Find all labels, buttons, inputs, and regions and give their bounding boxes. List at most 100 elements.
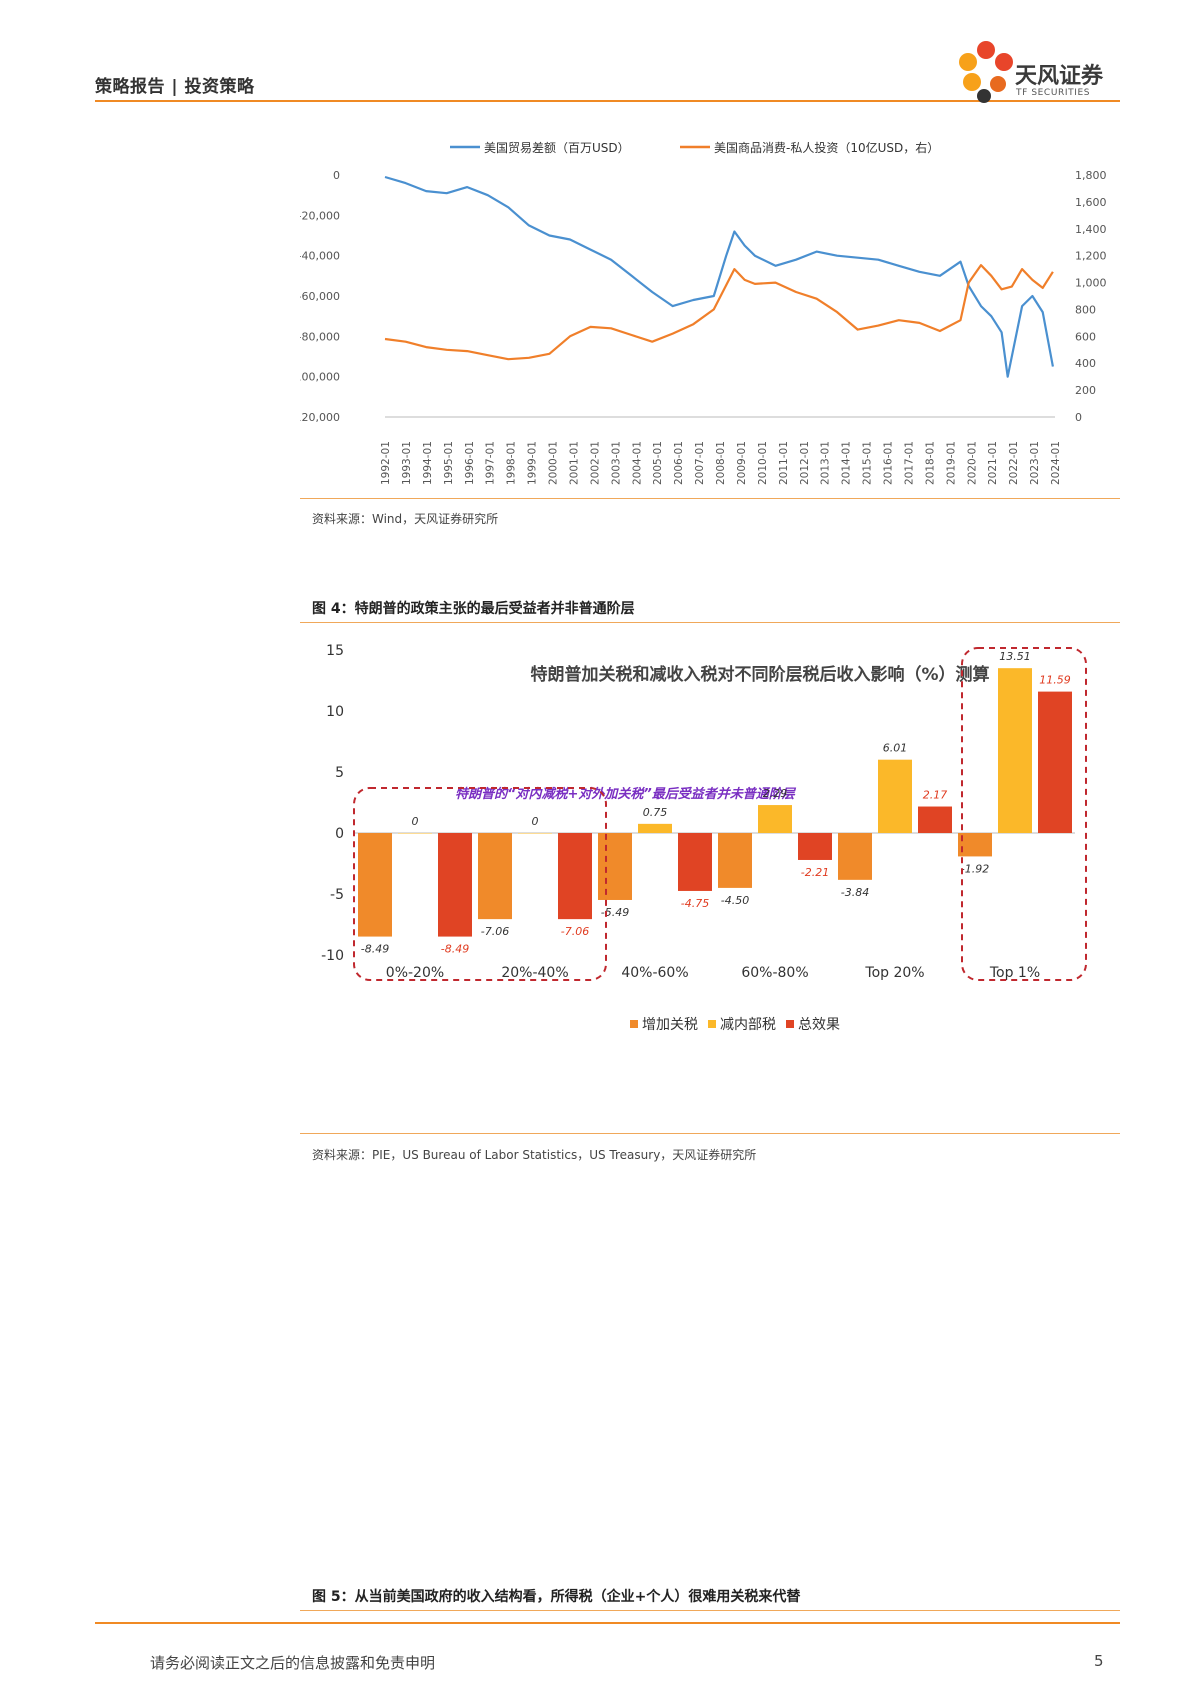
bar [1038, 691, 1072, 833]
x-tick-label: 2022-01 [1008, 441, 1020, 485]
x-tick-label: 1992-01 [380, 441, 392, 485]
bar-data-label: 6.01 [883, 742, 908, 755]
bar [438, 833, 472, 937]
bar-data-label: -7.06 [481, 925, 509, 938]
x-tick-label: 2005-01 [652, 441, 664, 485]
logo-subtext: TF SECURITIES [1016, 88, 1091, 98]
bar [918, 806, 952, 833]
category-label: Top 20% [864, 965, 924, 981]
x-tick-label: 2019-01 [945, 441, 957, 485]
bar-data-label: 0 [412, 815, 419, 828]
x-tick-label: 2023-01 [1029, 441, 1041, 485]
bar [678, 833, 712, 891]
page-number: 5 [1094, 1652, 1104, 1670]
x-tick-label: 2014-01 [841, 441, 853, 485]
legend-swatch [630, 1020, 638, 1028]
fig4-caption: 图 4：特朗普的政策主张的最后受益者并非普通阶层 [312, 601, 635, 617]
y-left-tick: -20,000 [300, 209, 340, 222]
legend-label: 总效果 [798, 1017, 840, 1033]
bar [558, 833, 592, 920]
bar [718, 833, 752, 888]
y-tick-label: 5 [335, 765, 344, 781]
legend-label: 增加关税 [642, 1017, 698, 1033]
highlight-box-low-income [353, 787, 607, 981]
x-tick-label: 2011-01 [778, 441, 790, 485]
bar-data-label: -5.49 [601, 906, 629, 919]
x-tick-label: 2004-01 [631, 441, 643, 485]
bar [478, 833, 512, 920]
bar [398, 833, 432, 834]
fig3-source: 资料来源：Wind，天风证券研究所 [312, 512, 499, 526]
bar [958, 833, 992, 857]
y-left-tick: -120,000 [300, 411, 340, 424]
x-tick-label: 2010-01 [757, 441, 769, 485]
y-right-tick: 1,400 [1075, 223, 1107, 236]
legend-swatch [786, 1020, 794, 1028]
y-left-tick: -80,000 [300, 330, 340, 343]
y-left-tick: -100,000 [300, 371, 340, 384]
x-tick-label: 2018-01 [924, 441, 936, 485]
bar-data-label: -2.21 [801, 866, 829, 879]
legend-swatch [708, 1020, 716, 1028]
bar-data-label: 0.75 [643, 806, 668, 819]
category-label: 40%-60% [621, 965, 688, 981]
report-category: 策略报告 | 投资策略 [95, 77, 255, 97]
y-right-tick: 1,600 [1075, 196, 1107, 209]
x-tick-label: 2015-01 [862, 441, 874, 485]
fig4-bottom-rule [300, 1133, 1120, 1134]
y-left-tick: 0 [333, 169, 340, 182]
y-right-tick: 0 [1075, 411, 1082, 424]
y-tick-label: -10 [321, 948, 344, 964]
bar-data-label: -4.50 [721, 894, 749, 907]
y-tick-label: 0 [335, 826, 344, 842]
y-left-tick: -60,000 [300, 290, 340, 303]
fig5-caption: 图 5：从当前美国政府的收入结构看，所得税（企业+个人）很难用关税来代替 [312, 1589, 801, 1605]
y-left-tick: -40,000 [300, 250, 340, 263]
x-tick-label: 2017-01 [903, 441, 915, 485]
y-right-tick: 1,800 [1075, 169, 1107, 182]
bar-data-label: 13.51 [999, 650, 1031, 663]
bar-data-label: -1.92 [961, 862, 989, 875]
bar [518, 833, 552, 834]
x-tick-label: 1995-01 [443, 441, 455, 485]
x-tick-label: 1998-01 [506, 441, 518, 485]
bar [878, 759, 912, 833]
x-tick-label: 2000-01 [548, 441, 560, 485]
x-tick-label: 2007-01 [694, 441, 706, 485]
category-label: 0%-20% [386, 965, 444, 981]
bar [798, 833, 832, 860]
y-right-tick: 1,000 [1075, 277, 1107, 290]
y-right-tick: 400 [1075, 357, 1096, 370]
tf-logo-icon [959, 41, 1013, 103]
legend-label-consumption: 美国商品消费-私人投资（10亿USD，右） [714, 140, 939, 155]
y-tick-label: 10 [326, 704, 344, 720]
x-tick-label: 2021-01 [987, 441, 999, 485]
x-tick-label: 2008-01 [715, 441, 727, 485]
series-line-consumption [384, 264, 1054, 361]
y-right-tick: 600 [1075, 330, 1096, 343]
category-label: Top 1% [989, 965, 1040, 981]
bar-data-label: 11.59 [1039, 674, 1071, 687]
category-label: 20%-40% [501, 965, 568, 981]
x-tick-label: 1994-01 [422, 441, 434, 485]
chart-title: 特朗普加关税和减收入税对不同阶层税后收入影响（%）测算 [530, 664, 989, 685]
header-divider [95, 100, 1120, 102]
series-line-trade-balance [384, 175, 1054, 378]
bar [758, 805, 792, 833]
bar [838, 833, 872, 880]
bar [998, 668, 1032, 833]
bar-data-label: -8.49 [361, 943, 389, 956]
bar-data-label: -7.06 [561, 925, 589, 938]
y-right-tick: 800 [1075, 303, 1096, 316]
fig4-source: 资料来源：PIE，US Bureau of Labor Statistics，U… [312, 1148, 757, 1162]
bar [638, 823, 672, 833]
x-tick-label: 2001-01 [568, 441, 580, 485]
x-tick-label: 1997-01 [485, 441, 497, 485]
x-tick-label: 2020-01 [966, 441, 978, 485]
bar-data-label: -4.75 [681, 897, 709, 910]
legend-label-trade-balance: 美国贸易差额（百万USD） [484, 141, 630, 155]
x-tick-label: 2024-01 [1050, 441, 1062, 485]
x-tick-label: 2013-01 [820, 441, 832, 485]
x-tick-label: 2016-01 [883, 441, 895, 485]
x-tick-label: 2012-01 [799, 441, 811, 485]
